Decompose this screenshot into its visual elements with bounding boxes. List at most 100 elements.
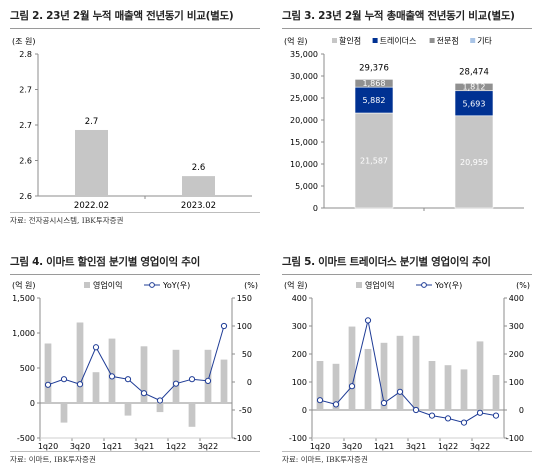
x-tick-label: 1q22 [438, 442, 458, 451]
title-divider [282, 274, 532, 275]
y-tick-label: 5,000 [295, 182, 318, 191]
legend-swatch-전문점 [429, 38, 435, 43]
y-tick-label-left: 1,000 [12, 329, 35, 338]
bar-1q21 [380, 342, 388, 410]
y-tick-label: 35,000 [290, 50, 318, 59]
x-tick-label: 3q21 [406, 442, 426, 451]
yoy-point-2q21 [396, 388, 404, 395]
y-tick-label: 30,000 [290, 72, 318, 81]
legend-swatch-트레이더스 [372, 38, 378, 43]
bar-2022.02 [75, 129, 108, 196]
y-tick-label-right: 0 [519, 406, 524, 415]
y-tick-label-left: -100 [289, 434, 307, 443]
bar-4q22 [492, 375, 500, 410]
data-label: 5,882 [363, 96, 386, 105]
chart-panel-discount-store: 그림 4. 이마트 할인점 분기별 영업이익 추이 (억 원) (%) 영업이익 Yo… [10, 254, 260, 472]
bar-1q20 [44, 343, 52, 403]
x-tick-label: 3q21 [134, 442, 154, 451]
yoy-point-1q22 [444, 415, 452, 422]
y-tick-label-left: 300 [292, 322, 307, 331]
y-tick-label: 20,000 [290, 116, 318, 125]
y-tick-label-right: 400 [509, 294, 524, 303]
total-label: 28,474 [459, 68, 489, 78]
yoy-point-2q20 [332, 401, 340, 408]
data-label: 2.7 [85, 117, 99, 127]
y-axis-unit-right: (%) [244, 281, 258, 290]
yoy-point-4q22 [492, 412, 500, 419]
x-tick-label: 3q20 [70, 442, 90, 451]
bar-4q21 [428, 361, 436, 410]
y-tick-label-right: 150 [237, 294, 252, 303]
y-tick-label-left: 0 [30, 399, 35, 408]
y-tick-label-right: -100 [506, 434, 524, 443]
yoy-point-4q22 [220, 322, 228, 330]
x-tick-label: 2023.02 [181, 201, 216, 211]
y-tick-label-right: 50 [242, 350, 252, 359]
discount-store-combo-chart: (억 원) (%)영업이익 YoY(우)-50005001,0001,500-100… [12, 280, 258, 451]
chart-panel-gross-sales: 그림 3. 23년 2월 누적 총매출액 전년동기 비교(별도) (억 원) 할인… [282, 8, 532, 228]
yoy-line [319, 320, 497, 424]
yoy-point-4q21 [428, 412, 436, 419]
source-note: 자료: 이마트, IBK투자증권 [282, 455, 368, 464]
chart-title: 그림 4. 이마트 할인점 분기별 영업이익 추이 [10, 256, 200, 268]
y-tick-label: 2.8 [19, 50, 32, 59]
y-tick-label-right: 0 [247, 378, 252, 387]
source-divider [10, 212, 260, 213]
y-tick-label-right: 100 [509, 378, 524, 387]
bar-2q22 [188, 403, 196, 427]
y-axis-unit: (억 원) [284, 36, 308, 46]
legend-label: 할인점 [339, 36, 361, 46]
yoy-point-4q20 [364, 317, 372, 324]
y-tick-label-left: 100 [292, 378, 307, 387]
legend-swatch-할인점 [332, 38, 337, 43]
yoy-point-4q20 [92, 344, 100, 351]
yoy-point-1q20 [44, 381, 52, 388]
legend-marker [149, 282, 155, 288]
yoy-point-2q20 [60, 376, 68, 383]
y-tick-label-right: -50 [239, 406, 252, 415]
yoy-point-1q21 [380, 399, 388, 407]
y-tick-label-left: 0 [302, 406, 307, 415]
legend-swatch-기타 [470, 38, 476, 43]
legend-swatch-bar [356, 282, 362, 288]
y-tick-label-left: 500 [20, 364, 35, 373]
bar-4q20 [364, 348, 372, 410]
yoy-point-3q22 [476, 409, 484, 416]
source-note: 자료: 전자공시시스템, IBK투자증권 [10, 216, 124, 225]
bar-segment-할인점 [454, 115, 494, 209]
bar-4q20 [92, 372, 100, 403]
sales-bar-chart: (조 원) 2.6 2.6 2.7 2.7 2.8 2.7 2022.02 2.6 2023.02 [12, 37, 252, 211]
yoy-point-3q20 [76, 381, 84, 388]
bar-2q20 [60, 403, 68, 423]
title-divider [10, 28, 260, 29]
y-tick-label-right: 200 [509, 350, 524, 359]
bar-2q21 [396, 335, 404, 410]
y-tick-label-left: 400 [292, 294, 307, 303]
source-divider [282, 451, 532, 452]
yoy-point-2q22 [460, 419, 468, 426]
title-divider [282, 28, 532, 29]
legend-label: 영업이익 [365, 280, 394, 290]
data-label: 1,868 [363, 79, 386, 88]
x-tick-label: 3q20 [342, 442, 362, 451]
y-axis-unit-right: (%) [516, 281, 530, 290]
total-label: 29,376 [359, 64, 389, 74]
chart-panel-sales: 그림 2. 23년 2월 누적 매출액 전년동기 비교(별도) (조 원) 2.6… [10, 8, 260, 228]
y-tick-label: 2.6 [19, 157, 32, 166]
bar-3q20 [76, 322, 84, 403]
chart-panel-traders: 그림 5. 이마트 트레이더스 분기별 영업이익 추이 (억 원) (%) 영업이익… [282, 254, 532, 472]
legend-label: 전문점 [437, 36, 459, 46]
y-tick-label-left: 1,500 [12, 294, 35, 303]
y-axis-unit-left: (억 원) [284, 280, 308, 290]
yoy-line [47, 325, 225, 402]
legend-label: 기타 [477, 37, 492, 46]
x-tick-label: 1q21 [374, 442, 394, 451]
yoy-point-4q21 [156, 397, 164, 404]
yoy-point-1q22 [172, 380, 180, 387]
bar-segment-기타 [454, 82, 494, 84]
yoy-point-2q22 [188, 376, 196, 383]
source-note: 자료: 이마트, IBK투자증권 [10, 455, 96, 464]
bar-3q21 [412, 335, 420, 410]
y-tick-label: 0 [313, 204, 318, 212]
x-tick-label: 1q22 [166, 442, 186, 451]
